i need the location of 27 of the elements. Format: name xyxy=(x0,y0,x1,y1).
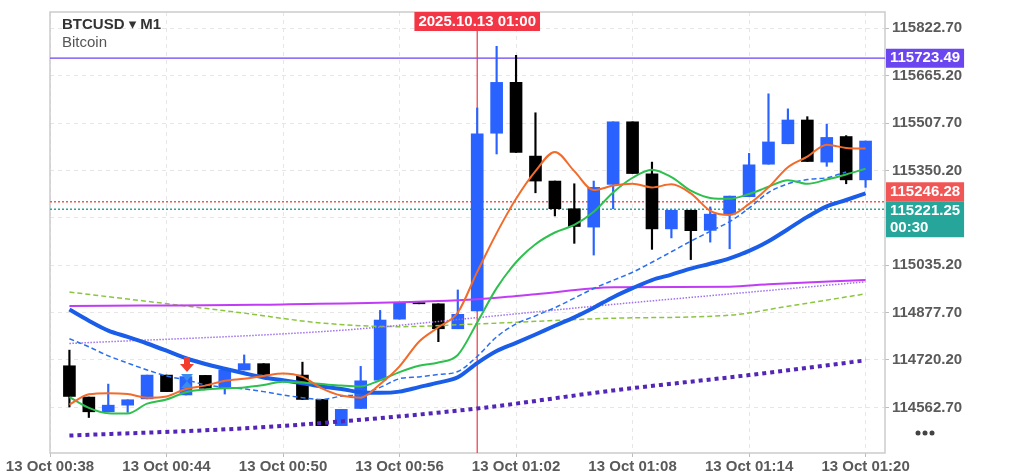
y-tick-label: 114562.70 xyxy=(892,397,963,415)
x-tick-label: 13 Oct 01:20 xyxy=(821,457,910,473)
y-tick-label: 114877.70 xyxy=(892,302,963,320)
line-series xyxy=(68,279,867,307)
text: Bitcoin xyxy=(62,33,108,51)
y-tick-label: 115035.20 xyxy=(892,255,963,273)
y-tick-label: 115350.20 xyxy=(892,160,963,178)
ref-line-label: 115246.28 xyxy=(890,181,961,199)
line-series xyxy=(68,281,867,345)
x-tick-label: 13 Oct 00:50 xyxy=(238,457,328,473)
line-series xyxy=(67,358,868,438)
x-tick-label: 13 Oct 01:02 xyxy=(471,457,561,473)
y-tick-label: 114720.20 xyxy=(892,350,963,368)
y-tick-label: 115507.70 xyxy=(892,113,963,131)
y-tick-label: 115665.20 xyxy=(892,65,963,83)
ref-line-label: 2025.10.13 01:00 xyxy=(418,12,537,30)
x-tick-label: 13 Oct 01:08 xyxy=(588,457,677,473)
ref-line-label: 115221.25 00:30 xyxy=(890,200,961,235)
y-tick-label: 115822.70 xyxy=(892,18,963,36)
x-tick-label: 13 Oct 00:38 xyxy=(5,457,95,473)
line-series xyxy=(68,291,867,328)
candlestick xyxy=(762,93,775,165)
x-tick-label: 13 Oct 00:56 xyxy=(355,457,444,473)
x-tick-label: 13 Oct 00:44 xyxy=(122,457,212,473)
ref-line-label: 115723.49 xyxy=(890,48,961,66)
chart-title: BTCUSD ▾ M1 xyxy=(62,15,162,33)
x-tick-label: 13 Oct 01:14 xyxy=(704,457,794,473)
